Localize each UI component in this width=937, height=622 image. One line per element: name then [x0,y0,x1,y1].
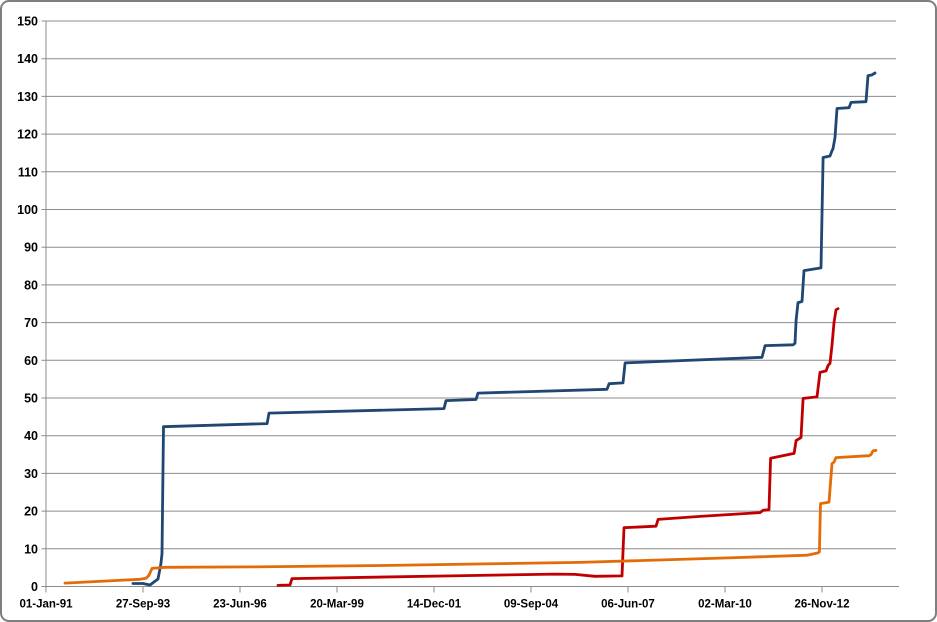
x-axis-label: 20-Mar-99 [310,599,364,611]
y-axis-label: 150 [17,15,38,29]
x-axis-label: 14-Dec-01 [407,599,462,611]
y-axis-label: 110 [18,165,38,179]
y-axis-label: 60 [24,354,38,368]
y-axis-label: 50 [24,392,38,406]
x-axis-label: 02-Mar-10 [698,599,752,611]
y-axis-label: 0 [31,580,38,594]
y-axis-label: 130 [17,90,38,104]
series-orange [63,448,878,585]
y-axis-label: 10 [24,542,38,556]
x-axis-label: 27-Sep-93 [116,599,170,611]
series-red [276,307,840,587]
y-axis-label: 70 [24,316,38,330]
y-axis-label: 30 [24,467,38,481]
y-axis-label: 20 [24,505,38,519]
x-axis-label: 06-Jun-07 [601,599,655,611]
x-axis-label: 23-Jun-96 [213,599,267,611]
x-axis-label: 09-Sep-04 [504,599,559,611]
y-axis-label: 100 [17,203,38,217]
x-axis-label: 01-Jan-91 [19,599,73,611]
series-blue [131,71,877,587]
y-axis-label: 140 [17,52,38,66]
x-axis-label: 26-Nov-12 [795,599,850,611]
y-axis-label: 120 [17,128,38,142]
y-axis-label: 90 [24,241,38,255]
y-axis-label: 80 [24,278,38,292]
y-axis-label: 40 [24,429,38,443]
